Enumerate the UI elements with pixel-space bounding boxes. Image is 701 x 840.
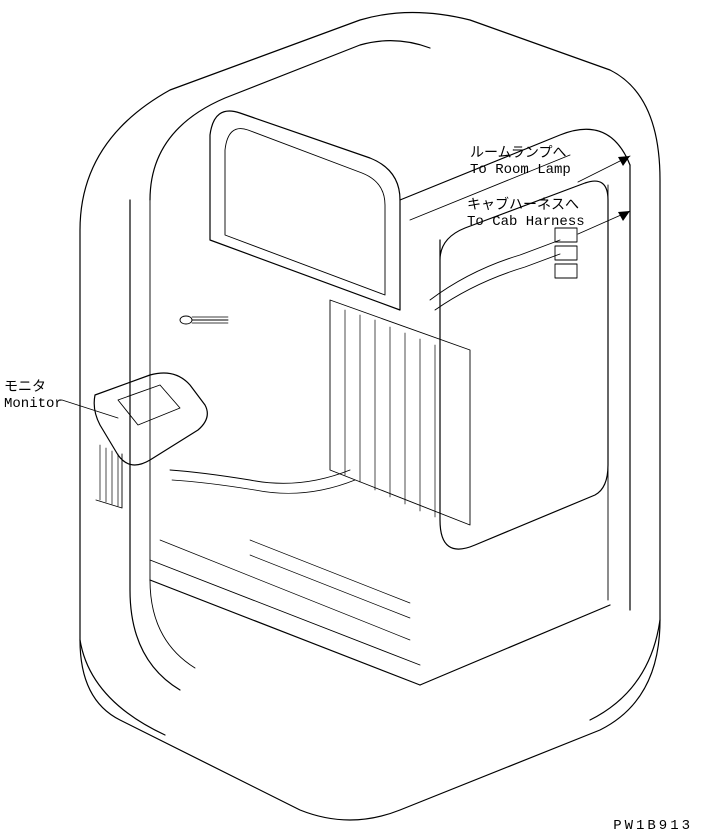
label-cab-harness-jp: キャブハーネスへ [467,198,585,214]
label-room-lamp-jp: ルームランプへ [470,146,571,162]
label-cab-harness: キャブハーネスへ To Cab Harness [467,198,585,230]
label-cab-harness-en: To Cab Harness [467,214,585,230]
cab-diagram [0,0,701,840]
label-monitor-jp: モニタ [4,380,63,396]
label-room-lamp-en: To Room Lamp [470,162,571,178]
label-monitor-en: Monitor [4,396,63,412]
drawing-code: PW1B913 [613,818,693,834]
label-room-lamp: ルームランプへ To Room Lamp [470,146,571,178]
label-monitor: モニタ Monitor [4,380,63,412]
